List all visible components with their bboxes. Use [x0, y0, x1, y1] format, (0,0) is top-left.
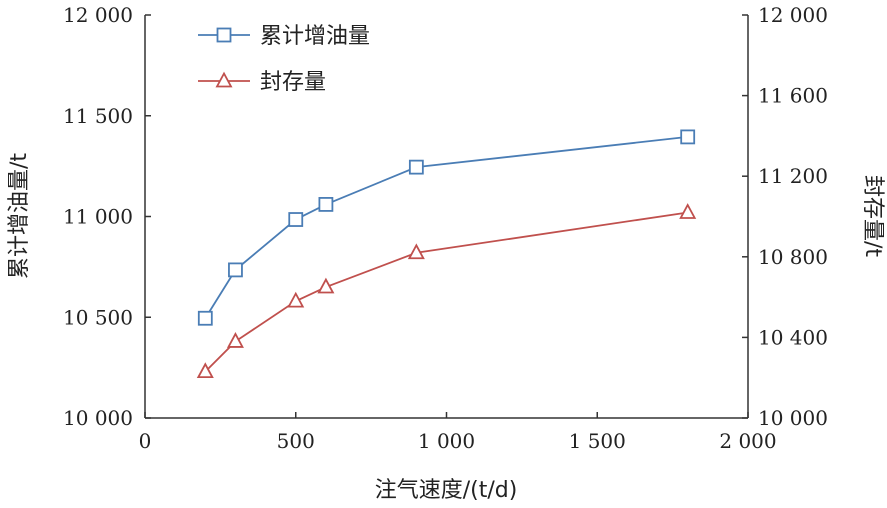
right-y-tick-label: 11 200 [758, 164, 828, 188]
right-y-tick-label: 11 600 [758, 84, 828, 108]
left-y-tick-label: 10 000 [63, 406, 133, 430]
data-point-series-1 [680, 129, 696, 145]
legend-label-1: 累计增油量 [260, 24, 370, 49]
data-point-series-2 [407, 243, 425, 260]
left-y-tick-label: 11 500 [63, 104, 133, 128]
markers [196, 129, 697, 379]
data-point-series-1 [288, 212, 304, 227]
x-tick-label: 2 000 [719, 429, 776, 453]
series-lines [204, 136, 688, 373]
data-point-series-1 [318, 197, 334, 212]
right-y-tick-label: 10 400 [758, 325, 828, 349]
legend-marker-1 [216, 27, 232, 43]
left-y-axis-title: 累计增油量/t [7, 153, 32, 279]
data-point-series-1 [197, 310, 213, 326]
data-point-series-1 [408, 159, 424, 175]
left-y-tick-label: 11 000 [63, 205, 133, 229]
x-tick-label: 1 500 [569, 429, 626, 453]
legend-marker-2 [215, 71, 233, 88]
right-y-tick-label: 12 000 [758, 3, 828, 27]
x-axis-title: 注气速度/(t/d) [375, 478, 518, 503]
data-point-series-2 [679, 203, 697, 219]
left-y-tick-label: 12 000 [63, 3, 133, 27]
x-tick-label: 0 [139, 429, 152, 453]
series-line-2 [204, 211, 688, 373]
right-y-tick-label: 10 800 [758, 245, 828, 269]
data-point-series-2 [287, 291, 305, 308]
data-point-series-2 [196, 362, 214, 379]
right-y-axis-title: 封存量/t [860, 175, 885, 257]
left-y-tick-label: 10 500 [63, 305, 133, 329]
x-tick-label: 500 [277, 429, 315, 453]
right-y-tick-label: 10 000 [758, 406, 828, 430]
data-point-series-2 [317, 277, 335, 294]
data-point-series-1 [228, 262, 243, 278]
series-line-1 [204, 136, 688, 319]
legend-label-2: 封存量 [260, 70, 326, 95]
x-tick-label: 1 000 [418, 429, 475, 453]
data-point-series-2 [226, 332, 244, 348]
